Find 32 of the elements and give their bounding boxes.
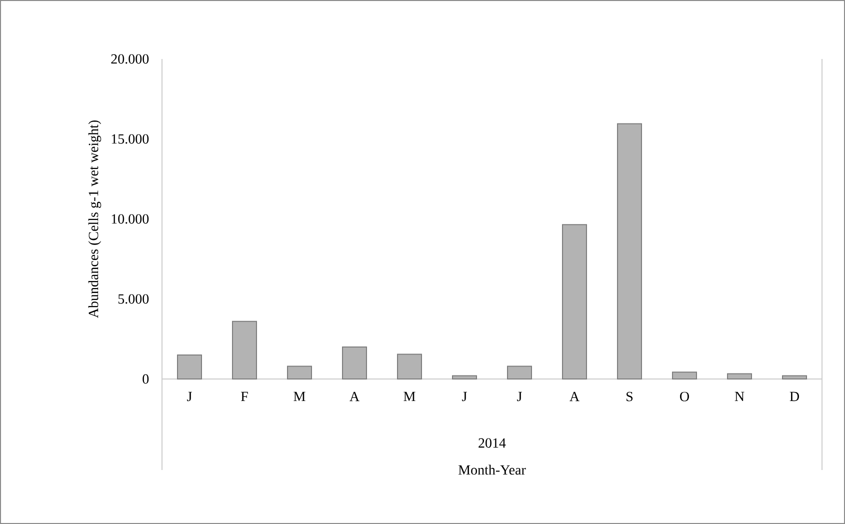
bar	[287, 366, 312, 380]
text: 2014	[478, 438, 506, 448]
x-tick-label: A	[350, 392, 360, 402]
y-tick-label: 10.000	[112, 214, 149, 224]
bar	[782, 375, 808, 380]
x-tick-label: S	[626, 392, 633, 402]
x-tick-label: J	[517, 392, 522, 402]
y-axis-title: Abundances (Cells g-1 wet weight)	[88, 120, 102, 318]
y-tick-label: 0	[142, 374, 149, 384]
x-axis-title: Month-Year	[458, 464, 526, 475]
y-tick-label: 20.000	[111, 54, 149, 64]
bar	[507, 366, 532, 380]
y-tick-label: 15.000	[112, 134, 149, 144]
bar	[727, 373, 752, 380]
bar	[397, 354, 422, 380]
bar	[232, 320, 258, 380]
x-tick-label: M	[404, 392, 416, 402]
bar	[562, 224, 588, 380]
bar	[617, 123, 642, 380]
x-tick-label: N	[734, 392, 744, 402]
x-tick-label: F	[241, 392, 248, 402]
x-tick-label: M	[294, 392, 306, 402]
x-tick-label: A	[570, 392, 580, 402]
y-tick-label: 5.000	[118, 294, 149, 304]
x-tick-label: O	[680, 392, 689, 402]
x-tick-label: J	[187, 392, 192, 402]
bar	[177, 354, 202, 380]
bar	[672, 372, 698, 380]
bar	[342, 346, 368, 380]
x-tick-label: J	[462, 392, 467, 402]
bar	[452, 375, 478, 380]
x-tick-label: D	[790, 392, 799, 402]
